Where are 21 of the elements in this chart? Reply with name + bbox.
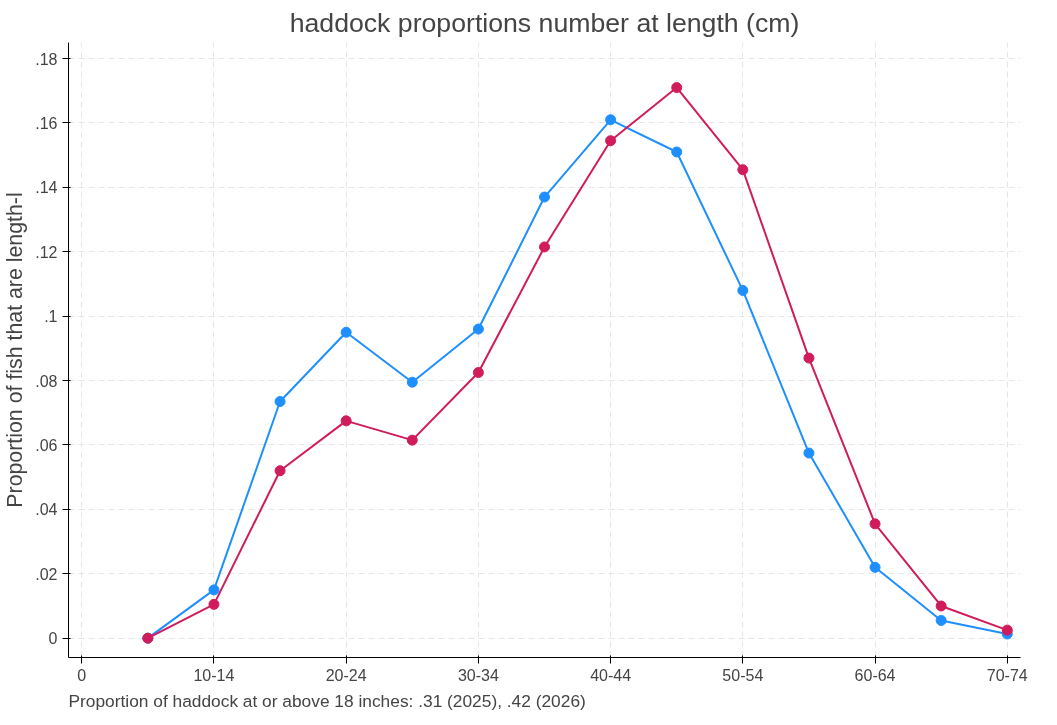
y-tick-label: .12 [35,243,58,261]
text: Proportion of haddock at or above 18 inches: .31 (2025), .42 (2026) [68,690,586,711]
y-tick-label: .14 [35,179,58,197]
x-tick-label: 0 [77,666,87,684]
y-axis-title: Proportion of fish that are length-l [3,192,28,508]
y-tick-label: 0 [48,630,58,648]
x-tick-label: 40-44 [590,666,632,684]
x-tick-label: 20-24 [325,666,367,684]
y-tick-label: .18 [35,50,58,68]
chart-title: haddock proportions number at length (cm) [289,7,800,38]
y-tick-label: .1 [44,308,58,326]
y-tick-label: .02 [35,565,58,583]
y-tick-label: .04 [35,501,58,519]
x-tick-label: 50-54 [722,666,764,684]
x-tick-label: 60-64 [854,666,896,684]
y-tick-label: .08 [35,372,58,390]
x-tick-label: 70-74 [986,666,1028,684]
y-tick-label: .16 [35,115,58,132]
x-tick-label: 10-14 [193,666,235,684]
y-tick-label: .06 [35,436,58,454]
x-tick-label: 30-34 [457,666,499,684]
